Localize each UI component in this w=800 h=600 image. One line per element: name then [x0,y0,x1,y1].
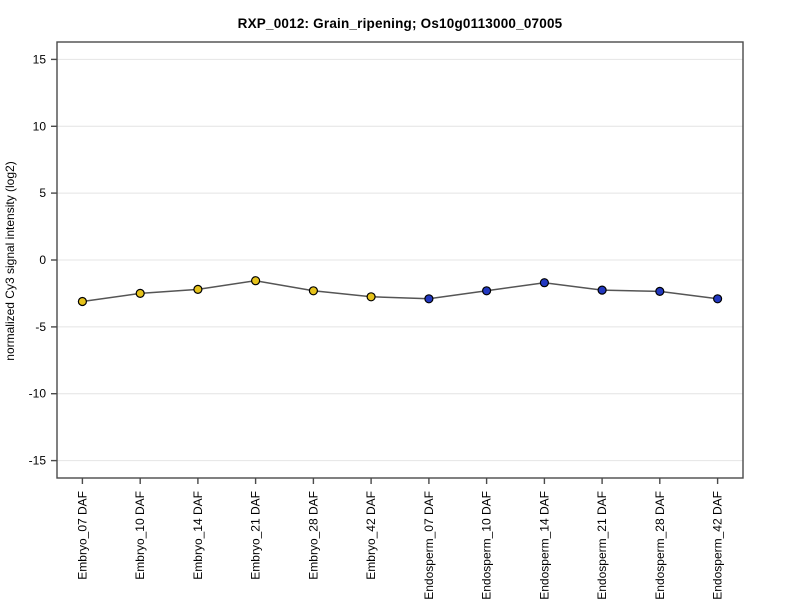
data-point [712,294,723,304]
x-tick-label: Embryo_28 DAF [306,491,320,580]
data-point [424,294,434,304]
y-tick-label: -5 [35,320,46,334]
data-point [193,284,203,294]
x-tick-label: Endosperm_07 DAF [422,491,436,600]
y-tick-label: 0 [39,253,46,267]
data-point [539,278,550,288]
y-tick-label: 5 [39,186,46,200]
y-tick-label: 15 [33,52,47,66]
x-tick-label: Endosperm_42 DAF [711,491,725,600]
data-point [251,276,261,286]
data-point [135,288,145,298]
data-point [482,286,492,296]
x-tick-label: Endosperm_14 DAF [537,491,551,600]
data-point [366,292,376,302]
y-axis-title: normalized Cy3 signal intensity (log2) [3,161,17,360]
x-tick-label: Embryo_14 DAF [191,491,205,580]
data-point [77,296,88,307]
x-tick-label: Embryo_42 DAF [364,491,378,580]
x-tick-label: Embryo_21 DAF [249,491,263,580]
data-point [597,285,607,295]
data-line [82,279,718,303]
chart-title: RXP_0012: Grain_ripening; Os10g0113000_0… [237,16,563,31]
y-tick-label: -15 [29,454,47,468]
x-tick-label: Embryo_10 DAF [133,491,147,580]
data-point [655,286,665,296]
x-tick-label: Endosperm_28 DAF [653,491,667,600]
y-tick-label: 10 [33,119,47,133]
data-point [308,286,318,296]
x-tick-label: Endosperm_10 DAF [480,491,494,600]
x-tick-label: Endosperm_21 DAF [595,491,609,600]
x-tick-label: Embryo_07 DAF [75,491,89,580]
y-tick-label: -10 [29,387,47,401]
